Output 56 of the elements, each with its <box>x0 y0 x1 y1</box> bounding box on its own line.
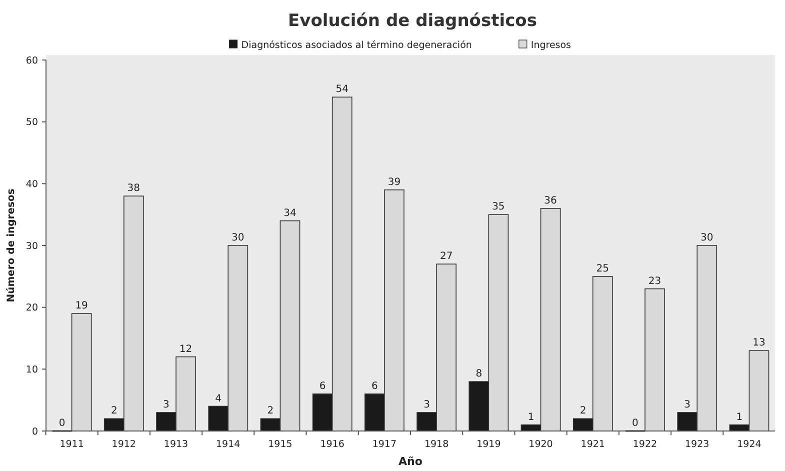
data-label: 30 <box>700 232 714 244</box>
x-tick-label: 1914 <box>216 439 240 450</box>
data-label: 19 <box>75 300 88 312</box>
x-tick-label: 1919 <box>476 439 501 450</box>
data-label: 2 <box>580 406 586 417</box>
x-tick-label: 1918 <box>424 439 449 450</box>
x-tick-label: 1915 <box>268 439 292 450</box>
data-label: 1 <box>528 412 534 423</box>
y-tick-label: 0 <box>32 426 38 438</box>
y-axis-title: Número de ingresos <box>6 188 17 302</box>
x-tick-label: 1916 <box>320 439 344 450</box>
data-label: 0 <box>58 418 66 429</box>
y-tick-label: 20 <box>26 302 38 314</box>
data-label: 3 <box>424 399 430 410</box>
x-tick-label: 1913 <box>164 439 188 450</box>
data-label: 39 <box>388 176 401 188</box>
data-label: 34 <box>284 208 296 219</box>
x-tick-label: 1920 <box>528 439 553 450</box>
data-label: 36 <box>544 195 557 206</box>
x-tick-label: 1923 <box>685 439 710 450</box>
data-label: 3 <box>163 399 170 410</box>
x-tick-label: 1922 <box>632 439 658 450</box>
data-label: 2 <box>110 406 118 417</box>
x-tick-label: 1911 <box>60 439 84 450</box>
data-label: 13 <box>752 338 766 349</box>
y-tick-label: 10 <box>26 364 38 376</box>
bar <box>644 288 665 432</box>
data-label: 2 <box>267 406 274 417</box>
bar <box>71 313 92 432</box>
x-tick-label: 1921 <box>580 439 605 450</box>
y-tick-label: 60 <box>26 55 38 66</box>
y-tick-label: 30 <box>26 240 38 252</box>
data-label: 54 <box>336 84 348 96</box>
x-axis-title: Año <box>398 455 423 468</box>
y-tick-label: 50 <box>26 117 38 128</box>
chart-title: Evolución de diagnósticos <box>288 11 537 31</box>
y-tick-label: 40 <box>26 178 38 190</box>
x-tick-label: 1912 <box>112 439 136 450</box>
x-tick-label: 1917 <box>372 439 397 450</box>
data-label: 4 <box>215 393 222 404</box>
data-label: 27 <box>440 251 453 262</box>
data-label: 38 <box>127 183 140 194</box>
data-label: 6 <box>319 380 326 392</box>
data-label: 1 <box>736 412 743 423</box>
data-label: 30 <box>232 232 244 244</box>
legend-label: Ingresos <box>530 40 572 51</box>
data-label: 6 <box>371 380 378 392</box>
data-label: 25 <box>596 263 610 274</box>
data-label: 35 <box>492 202 505 213</box>
data-label: 12 <box>179 344 192 355</box>
data-label: 8 <box>476 368 482 380</box>
data-label: 3 <box>684 399 691 410</box>
x-tick-label: 1924 <box>737 439 762 450</box>
legend-label: Diagnósticos asociados al término degeneración <box>241 40 472 51</box>
data-label: 0 <box>632 418 638 429</box>
data-label: 23 <box>648 276 662 287</box>
